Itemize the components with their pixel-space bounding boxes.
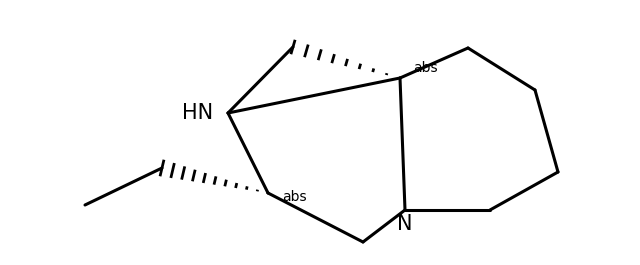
- Text: N: N: [397, 214, 413, 234]
- Text: abs: abs: [413, 61, 438, 75]
- Text: HN: HN: [182, 103, 213, 123]
- Text: abs: abs: [282, 190, 307, 204]
